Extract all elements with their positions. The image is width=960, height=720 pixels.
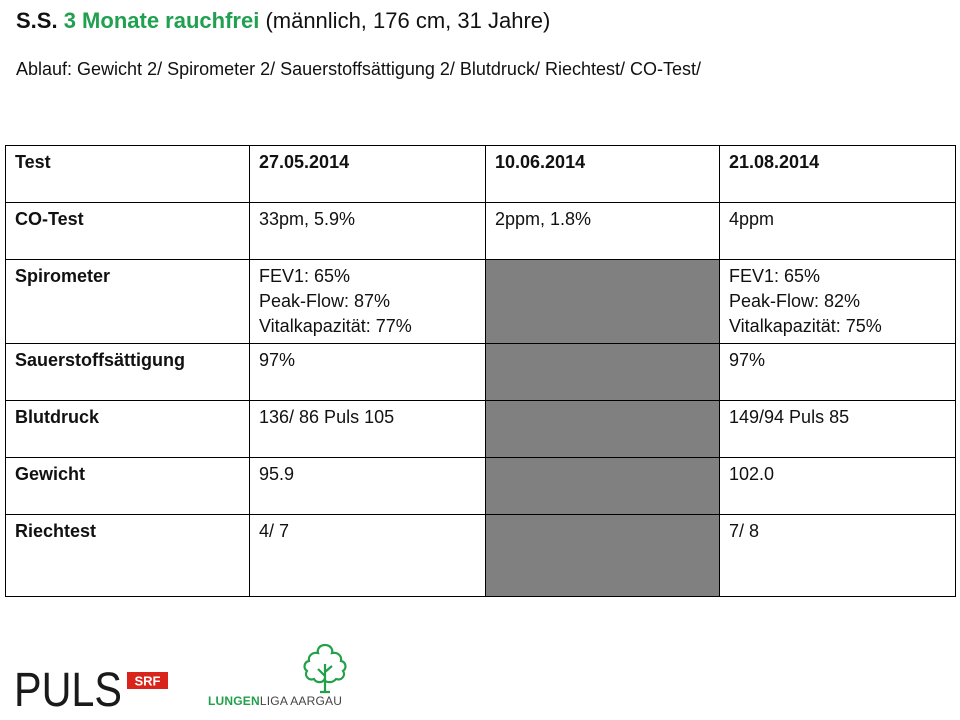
column-header-date-2: 10.06.2014 bbox=[485, 145, 720, 203]
table-cell: FEV1: 65% Peak-Flow: 87% Vitalkapazität:… bbox=[249, 259, 486, 344]
patient-initials: S.S. bbox=[16, 8, 58, 33]
cell-value: Vitalkapazität: 75% bbox=[729, 316, 882, 336]
blank-cell bbox=[485, 343, 720, 401]
cell-value: 4/ 7 bbox=[259, 521, 290, 541]
srf-label: SRF bbox=[135, 674, 161, 689]
table-cell: 2ppm, 1.8% bbox=[485, 202, 720, 260]
puls-srf-logo: PULS SRF bbox=[14, 666, 168, 710]
puls-wordmark: PULS bbox=[14, 666, 122, 710]
cell-value: 136/ 86 Puls 105 bbox=[259, 407, 395, 427]
column-header-date-1: 27.05.2014 bbox=[249, 145, 486, 203]
lungenliga-logo: LUNGENLIGA AARGAU bbox=[208, 640, 368, 710]
cell-value: FEV1: 65% bbox=[729, 266, 821, 286]
table-cell: 136/ 86 Puls 105 bbox=[249, 400, 486, 458]
row-label-co-test: CO-Test bbox=[5, 202, 250, 260]
table-cell: 4/ 7 bbox=[249, 514, 486, 597]
table-row: Gewicht 95.9 102.0 bbox=[5, 457, 956, 515]
cell-value: Peak-Flow: 82% bbox=[729, 291, 861, 311]
results-table: Test 27.05.2014 10.06.2014 21.08.2014 CO… bbox=[5, 145, 956, 597]
cell-value: FEV1: 65% bbox=[259, 266, 351, 286]
smoke-free-duration: 3 Monate rauchfrei bbox=[63, 8, 260, 33]
table-row: Sauerstoffsättigung 97% 97% bbox=[5, 343, 956, 401]
cell-value: Peak-Flow: 87% bbox=[259, 291, 391, 311]
cell-value: 2ppm, 1.8% bbox=[495, 209, 592, 229]
column-header-test: Test bbox=[5, 145, 250, 203]
table-row: Spirometer FEV1: 65% Peak-Flow: 87% Vita… bbox=[5, 259, 956, 344]
row-label-blutdruck: Blutdruck bbox=[5, 400, 250, 458]
procedure-sequence: Ablauf: Gewicht 2/ Spirometer 2/ Sauerst… bbox=[16, 59, 701, 79]
table-cell: 102.0 bbox=[719, 457, 956, 515]
table-cell: 4ppm bbox=[719, 202, 956, 260]
table-header-row: Test 27.05.2014 10.06.2014 21.08.2014 bbox=[5, 145, 956, 203]
blank-cell bbox=[485, 514, 720, 597]
cell-value: 97% bbox=[259, 350, 296, 370]
lungenliga-wordmark: LUNGENLIGA AARGAU bbox=[208, 694, 342, 708]
row-label-spirometer: Spirometer bbox=[5, 259, 250, 344]
blank-cell bbox=[485, 259, 720, 344]
cell-value: 7/ 8 bbox=[729, 521, 760, 541]
cell-value: 97% bbox=[729, 350, 766, 370]
row-label-riechtest: Riechtest bbox=[5, 514, 250, 597]
cell-value: 33pm, 5.9% bbox=[259, 209, 356, 229]
cell-value: 149/94 Puls 85 bbox=[729, 407, 850, 427]
table-cell: 97% bbox=[719, 343, 956, 401]
blank-cell bbox=[485, 400, 720, 458]
lungenliga-bold: LUNGEN bbox=[208, 694, 260, 708]
column-header-date-3: 21.08.2014 bbox=[719, 145, 956, 203]
page-title: S.S. 3 Monate rauchfrei (männlich, 176 c… bbox=[16, 6, 550, 36]
table-cell: 97% bbox=[249, 343, 486, 401]
table-cell: 149/94 Puls 85 bbox=[719, 400, 956, 458]
table-cell: 33pm, 5.9% bbox=[249, 202, 486, 260]
blank-cell bbox=[485, 457, 720, 515]
table-cell: 95.9 bbox=[249, 457, 486, 515]
patient-details: (männlich, 176 cm, 31 Jahre) bbox=[265, 8, 551, 33]
table-row: Riechtest 4/ 7 7/ 8 bbox=[5, 514, 956, 597]
table-row: Blutdruck 136/ 86 Puls 105 149/94 Puls 8… bbox=[5, 400, 956, 458]
lungenliga-rest: LIGA AARGAU bbox=[259, 694, 343, 708]
tree-icon bbox=[303, 643, 347, 694]
cell-value: 102.0 bbox=[729, 464, 775, 484]
cell-value: 4ppm bbox=[729, 209, 775, 229]
table-cell: 7/ 8 bbox=[719, 514, 956, 597]
cell-value: Vitalkapazität: 77% bbox=[259, 316, 412, 336]
row-label-gewicht: Gewicht bbox=[5, 457, 250, 515]
table-row: CO-Test 33pm, 5.9% 2ppm, 1.8% 4ppm bbox=[5, 202, 956, 260]
table-cell: FEV1: 65% Peak-Flow: 82% Vitalkapazität:… bbox=[719, 259, 956, 344]
srf-badge bbox=[127, 672, 168, 689]
cell-value: 95.9 bbox=[259, 464, 295, 484]
row-label-sauerstoffsaettigung: Sauerstoffsättigung bbox=[5, 343, 250, 401]
